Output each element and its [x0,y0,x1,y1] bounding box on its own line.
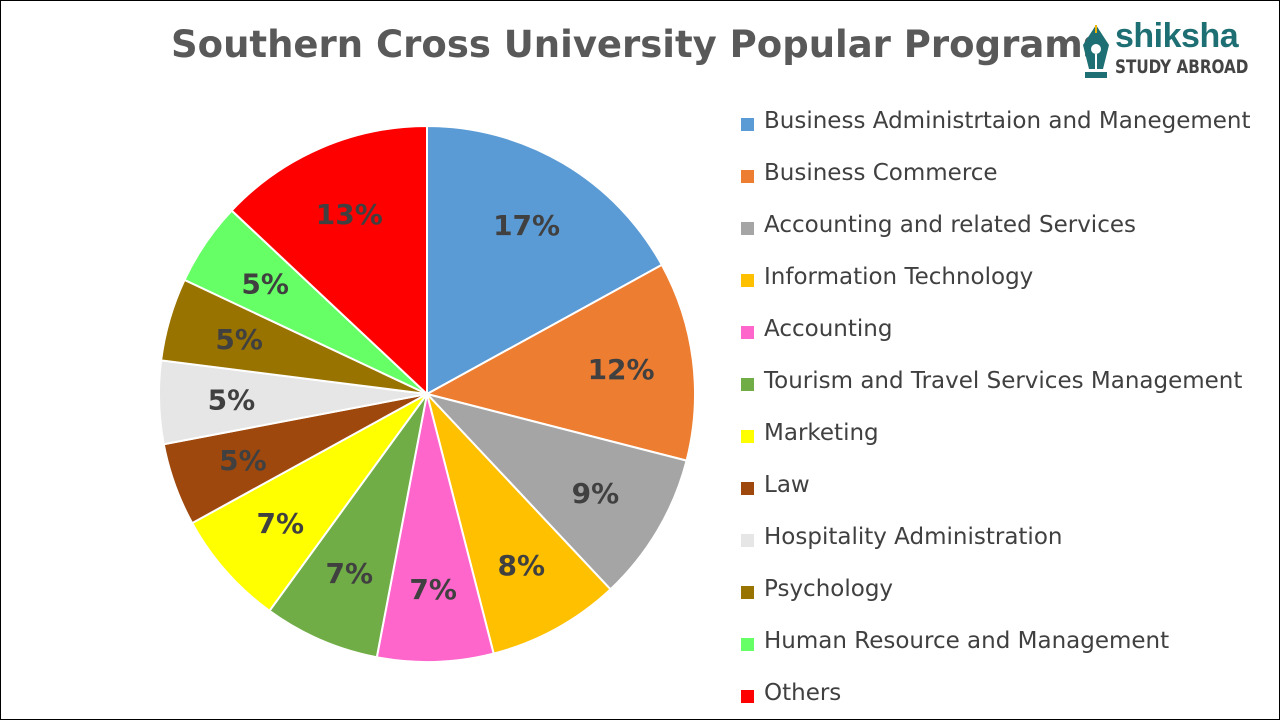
legend-item-accounting: Accounting [741,306,1276,358]
pie-chart: 17% 12% 9% 8% 7% 7% 7% 5% 5% 5% 5% 13% [158,124,696,663]
legend-item-human-resource-and-management: Human Resource and Management [741,618,1276,670]
legend-label: Hospitality Administration [764,524,1063,550]
pie-slice-marketing [190,393,428,613]
legend-item-marketing: Marketing [741,410,1276,462]
legend-label: Others [764,680,842,706]
pie-slice-accounting [375,393,495,663]
pie-slice-information-technology [426,393,612,655]
legend-label: Tourism and Travel Services Management [764,368,1243,394]
legend-swatch [741,274,754,287]
data-label-law: 5% [219,444,267,477]
legend-label: Information Technology [764,264,1034,290]
legend-item-business-commerce: Business Commerce [741,150,1276,202]
legend-label: Business Commerce [764,160,998,186]
legend-item-law: Law [741,462,1276,514]
shiksha-logo: shiksha STUDY ABROAD [1079,17,1259,85]
legend-label: Accounting and related Services [764,212,1136,238]
legend-label: Human Resource and Management [764,628,1170,654]
pie-slice-accounting-and-related-services [423,392,688,591]
data-label-human-resource-and-management: 5% [241,268,289,301]
legend-swatch [741,638,754,651]
pie-slice-others [230,124,428,397]
legend-swatch [741,378,754,391]
data-label-others: 13% [316,198,383,231]
legend-swatch [741,170,754,183]
data-label-hospitality-administration: 5% [208,384,256,417]
legend-label: Marketing [764,420,879,446]
legend-item-information-technology: Information Technology [741,254,1276,306]
legend-item-others: Others [741,670,1276,719]
data-label-marketing: 7% [256,507,304,540]
data-label-accounting-and-related-services: 9% [572,477,620,510]
logo-tagline-text: STUDY ABROAD [1115,56,1249,78]
data-label-psychology: 5% [215,323,263,356]
data-label-tourism-and-travel-services-management: 7% [326,557,374,590]
legend-swatch [741,482,754,495]
pie-slice-business-administrtaion-and-manegement [426,124,664,396]
legend-label: Business Administrtaion and Manegement [764,108,1251,134]
legend-label: Accounting [764,316,893,342]
legend-label: Law [764,472,810,498]
legend-swatch [741,326,754,339]
legend-item-business-administrtaion-and-manegement: Business Administrtaion and Manegement [741,98,1276,150]
pen-nib-icon [1083,25,1109,78]
legend-swatch [741,690,754,703]
data-label-information-technology: 8% [497,549,545,582]
chart-title: Southern Cross University Popular Progra… [171,23,1105,66]
legend-swatch [741,430,754,443]
data-label-accounting: 7% [409,573,457,606]
pie-slice-tourism-and-travel-services-management [268,393,428,659]
legend-item-tourism-and-travel-services-management: Tourism and Travel Services Management [741,358,1276,410]
legend-swatch [741,118,754,131]
legend-label: Psychology [764,576,894,602]
legend-swatch [741,222,754,235]
chart-legend: Business Administrtaion and Manegement Bu… [741,98,1276,719]
legend-item-psychology: Psychology [741,566,1276,618]
legend-swatch [741,534,754,547]
logo-brand-text: shiksha [1115,17,1239,55]
data-label-business-commerce: 12% [588,353,655,386]
legend-item-hospitality-administration: Hospitality Administration [741,514,1276,566]
legend-swatch [741,586,754,599]
data-label-business-administrtaion-and-manegement: 17% [493,209,560,242]
pie-slice-business-commerce [424,263,696,462]
legend-item-accounting-and-related-services: Accounting and related Services [741,202,1276,254]
